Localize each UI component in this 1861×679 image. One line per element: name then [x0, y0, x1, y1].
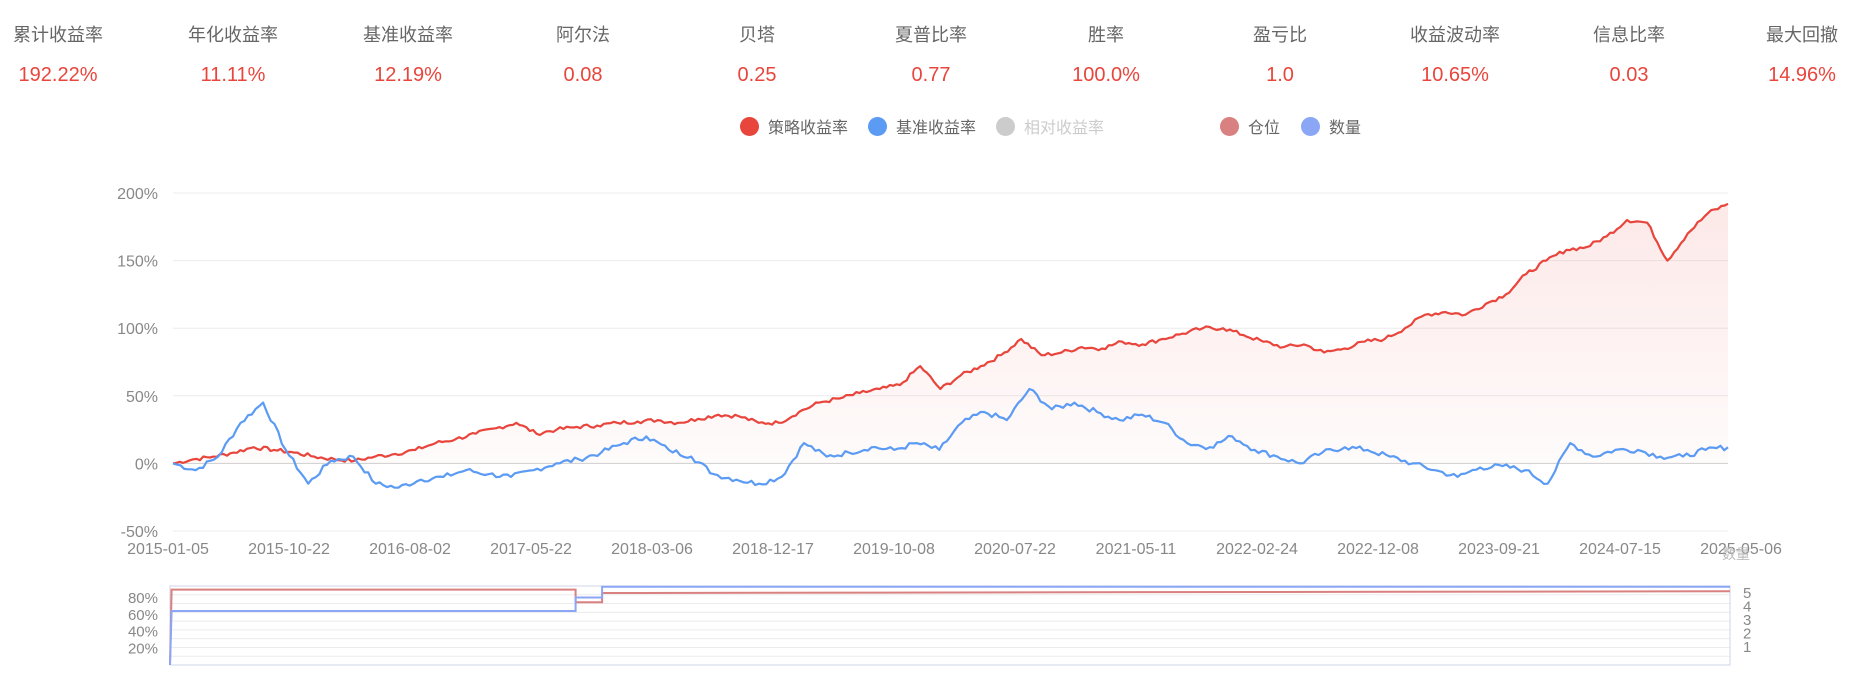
- metric-2: 基准收益率 12.19%: [323, 24, 493, 87]
- sub-frame: [169, 585, 1731, 666]
- x-tick-label: 2015-10-22: [248, 541, 330, 558]
- sub-y-right-label: 4: [1743, 599, 1751, 616]
- metric-label: 最大回撤: [1766, 25, 1838, 45]
- x-tick-label: 2025-05-06: [1700, 541, 1782, 558]
- metric-10: 最大回撤 14.96%: [1717, 24, 1861, 87]
- metric-label: 胜率: [1088, 25, 1124, 45]
- metric-5: 夏普比率 0.77: [846, 24, 1016, 87]
- metric-4: 贝塔 0.25: [672, 24, 842, 87]
- metric-8: 收益波动率 10.65%: [1370, 24, 1540, 87]
- legend-dot-icon: [1301, 116, 1320, 136]
- legend-label: 策略收益率: [768, 120, 849, 137]
- x-tick-label: 2022-02-24: [1216, 541, 1298, 558]
- legend-dot-icon: [740, 116, 759, 136]
- x-tick-label: 2018-12-17: [732, 541, 814, 558]
- x-axis-ticks: 2015-01-05 2015-10-22 2016-08-02 2017-05-22…: [127, 541, 1782, 558]
- strategy-line: [172, 202, 1729, 465]
- sub-x-label: 数量: [1722, 546, 1750, 562]
- metric-7: 盈亏比 1.0: [1195, 24, 1365, 87]
- metric-value: 14.96%: [1768, 64, 1836, 86]
- metric-value: 0.25: [737, 64, 777, 86]
- metric-value: 0.08: [563, 64, 603, 86]
- y-tick-label: 50%: [126, 389, 158, 406]
- metric-value: 11.11%: [200, 64, 266, 86]
- sub-y-left-label: 80%: [128, 590, 158, 607]
- legend-label: 数量: [1329, 120, 1362, 137]
- x-tick-label: 2022-12-08: [1337, 541, 1419, 558]
- y-axis-ticks: -50% 0% 50% 100% 150% 200%: [117, 186, 158, 541]
- legend-item-3[interactable]: 仓位: [1220, 114, 1280, 138]
- position-line: [169, 588, 1731, 666]
- sub-y-right-label: 5: [1743, 585, 1751, 602]
- x-tick-label: 2015-01-05: [127, 541, 209, 558]
- legend-item-2[interactable]: 相对收益率: [996, 114, 1104, 138]
- metric-label: 基准收益率: [363, 25, 453, 45]
- metric-label: 夏普比率: [895, 25, 967, 45]
- metric-label: 阿尔法: [556, 25, 610, 45]
- metric-label: 盈亏比: [1253, 25, 1307, 45]
- metric-value: 0.03: [1609, 64, 1649, 86]
- benchmark-line: [172, 387, 1729, 489]
- x-tick-label: 2020-07-22: [974, 541, 1056, 558]
- metric-value: 1.0: [1266, 64, 1294, 86]
- metric-6: 胜率 100.0%: [1021, 24, 1191, 87]
- grid-lines: [173, 192, 1728, 532]
- metric-9: 信息比率 0.03: [1544, 24, 1714, 87]
- legend-dot-icon: [868, 116, 887, 136]
- legend-item-4[interactable]: 数量: [1301, 114, 1361, 138]
- legend-item-1[interactable]: 基准收益率: [868, 114, 976, 138]
- x-tick-label: 2023-09-21: [1458, 541, 1540, 558]
- sub-y-right-label: 1: [1743, 639, 1751, 656]
- legend-label: 仓位: [1248, 120, 1281, 137]
- x-tick-label: 2024-07-15: [1579, 541, 1661, 558]
- metric-value: 10.65%: [1421, 64, 1489, 86]
- sub-y-right-label: 3: [1743, 612, 1751, 629]
- metric-label: 年化收益率: [188, 25, 278, 45]
- y-tick-label: 100%: [117, 321, 158, 338]
- y-tick-label: 150%: [117, 254, 158, 271]
- x-tick-label: 2018-03-06: [611, 541, 693, 558]
- chart-series: [172, 202, 1729, 489]
- legend-dot-icon: [1220, 116, 1239, 136]
- legend-label: 相对收益率: [1024, 120, 1105, 137]
- metric-3: 阿尔法 0.08: [498, 24, 668, 87]
- legend-label: 基准收益率: [896, 120, 977, 137]
- sub-y-left-label: 20%: [128, 640, 158, 657]
- metric-0: 累计收益率 192.22%: [0, 24, 143, 87]
- metric-value: 0.77: [911, 64, 951, 86]
- legend-dot-icon: [996, 116, 1015, 136]
- y-tick-label: 200%: [117, 186, 158, 203]
- y-tick-label: 0%: [135, 456, 158, 473]
- x-tick-label: 2019-10-08: [853, 541, 935, 558]
- x-tick-label: 2021-05-11: [1096, 541, 1177, 558]
- metric-value: 100.0%: [1072, 64, 1140, 86]
- legend-item-0[interactable]: 策略收益率: [740, 114, 848, 138]
- metric-1: 年化收益率 11.11%: [148, 24, 318, 87]
- metric-value: 12.19%: [374, 64, 442, 86]
- metric-label: 贝塔: [739, 25, 775, 45]
- x-tick-label: 2016-08-02: [369, 541, 451, 558]
- sub-y-left-label: 60%: [128, 607, 158, 624]
- metric-label: 累计收益率: [13, 25, 103, 45]
- metrics-bar: 累计收益率 192.22% 年化收益率 11.11% 基准收益率 12.19% 阿尔法 0.0…: [0, 0, 1861, 100]
- strategy-area: [173, 203, 1728, 464]
- y-tick-label: -50%: [121, 524, 158, 541]
- sub-y-left-label: 40%: [128, 624, 158, 641]
- metric-label: 收益波动率: [1410, 25, 1500, 45]
- metric-label: 信息比率: [1593, 25, 1665, 45]
- x-tick-label: 2017-05-22: [490, 541, 572, 558]
- sub-y-right-label: 2: [1743, 626, 1751, 643]
- metric-value: 192.22%: [18, 64, 98, 86]
- quantity-line: [169, 585, 1730, 666]
